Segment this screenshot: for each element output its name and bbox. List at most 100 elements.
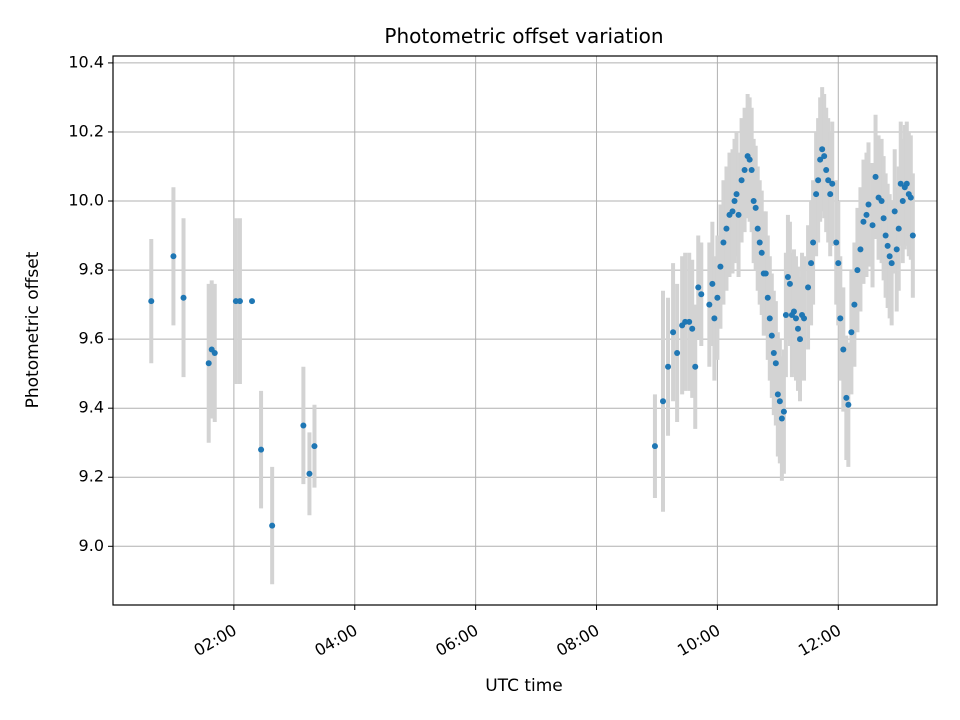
data-point bbox=[776, 398, 783, 405]
data-point bbox=[808, 260, 815, 267]
data-point bbox=[651, 443, 658, 450]
data-point bbox=[857, 246, 864, 253]
data-point bbox=[829, 180, 836, 187]
data-point bbox=[706, 301, 713, 308]
data-point bbox=[764, 294, 771, 301]
data-point bbox=[843, 394, 850, 401]
data-point bbox=[746, 156, 753, 163]
data-point bbox=[827, 191, 834, 198]
data-point bbox=[884, 242, 891, 249]
y-axis-title: Photometric offset bbox=[23, 251, 43, 408]
data-point bbox=[794, 325, 801, 332]
data-point bbox=[813, 191, 820, 198]
data-point bbox=[236, 298, 243, 305]
y-tick-label: 9.6 bbox=[79, 329, 104, 348]
data-point bbox=[249, 298, 256, 305]
data-point bbox=[899, 198, 906, 205]
data-point bbox=[886, 253, 893, 260]
data-point bbox=[833, 239, 840, 246]
data-point bbox=[772, 360, 779, 367]
data-point bbox=[786, 280, 793, 287]
data-point bbox=[810, 239, 817, 246]
data-point bbox=[311, 443, 318, 450]
data-point bbox=[801, 315, 808, 322]
data-point bbox=[660, 398, 667, 405]
y-tick-label: 10.2 bbox=[68, 121, 104, 140]
data-point bbox=[674, 349, 681, 356]
data-point bbox=[756, 239, 763, 246]
data-point bbox=[823, 166, 830, 173]
data-point bbox=[754, 225, 761, 232]
data-point bbox=[909, 232, 916, 239]
data-point bbox=[815, 177, 822, 184]
data-point bbox=[784, 273, 791, 280]
data-point bbox=[903, 180, 910, 187]
data-point bbox=[869, 222, 876, 229]
data-point bbox=[748, 166, 755, 173]
data-point bbox=[792, 315, 799, 322]
data-point bbox=[758, 249, 765, 256]
y-axis-ticks: 9.0 9.2 9.4 9.6 9.8 10.0 10.2 10.4 bbox=[68, 52, 113, 555]
data-point bbox=[180, 294, 187, 301]
data-point bbox=[711, 315, 718, 322]
data-point bbox=[778, 415, 785, 422]
data-point bbox=[670, 329, 677, 336]
y-tick-label: 9.2 bbox=[79, 467, 104, 486]
data-point bbox=[723, 225, 730, 232]
data-point bbox=[738, 177, 745, 184]
data-point bbox=[888, 260, 895, 267]
x-axis-title: UTC time bbox=[485, 676, 563, 696]
data-points bbox=[148, 146, 916, 529]
data-point bbox=[817, 156, 824, 163]
data-point bbox=[872, 173, 879, 180]
data-point bbox=[880, 215, 887, 222]
data-point bbox=[863, 211, 870, 218]
data-point bbox=[770, 349, 777, 356]
data-point bbox=[797, 336, 804, 343]
data-point bbox=[835, 260, 842, 267]
data-point bbox=[741, 166, 748, 173]
data-point bbox=[205, 360, 212, 367]
data-point bbox=[891, 208, 898, 215]
data-point bbox=[148, 298, 155, 305]
data-point bbox=[821, 153, 828, 160]
data-point bbox=[766, 315, 773, 322]
data-point bbox=[717, 263, 724, 270]
data-point bbox=[837, 315, 844, 322]
data-point bbox=[840, 346, 847, 353]
data-point bbox=[762, 270, 769, 277]
data-point bbox=[735, 211, 742, 218]
data-point bbox=[733, 191, 740, 198]
data-point bbox=[269, 522, 276, 529]
data-point bbox=[848, 329, 855, 336]
y-tick-label: 9.4 bbox=[79, 398, 104, 417]
data-point bbox=[893, 246, 900, 253]
data-point bbox=[805, 284, 812, 291]
data-point bbox=[878, 198, 885, 205]
data-point bbox=[774, 391, 781, 398]
data-point bbox=[300, 422, 307, 429]
data-point bbox=[790, 308, 797, 315]
data-point bbox=[851, 301, 858, 308]
data-point bbox=[860, 218, 867, 225]
data-point bbox=[714, 294, 721, 301]
data-point bbox=[729, 208, 736, 215]
data-point bbox=[750, 198, 757, 205]
data-point bbox=[854, 267, 861, 274]
data-point bbox=[782, 311, 789, 318]
data-point bbox=[211, 349, 218, 356]
data-point bbox=[695, 284, 702, 291]
data-point bbox=[907, 194, 914, 201]
data-point bbox=[752, 204, 759, 211]
data-point bbox=[692, 363, 699, 370]
data-point bbox=[258, 446, 265, 453]
data-point bbox=[882, 232, 889, 239]
data-point bbox=[895, 225, 902, 232]
y-tick-label: 9.0 bbox=[79, 536, 104, 555]
data-point bbox=[731, 198, 738, 205]
data-point bbox=[845, 401, 852, 408]
data-point bbox=[686, 318, 693, 325]
y-tick-label: 10.4 bbox=[68, 52, 104, 71]
